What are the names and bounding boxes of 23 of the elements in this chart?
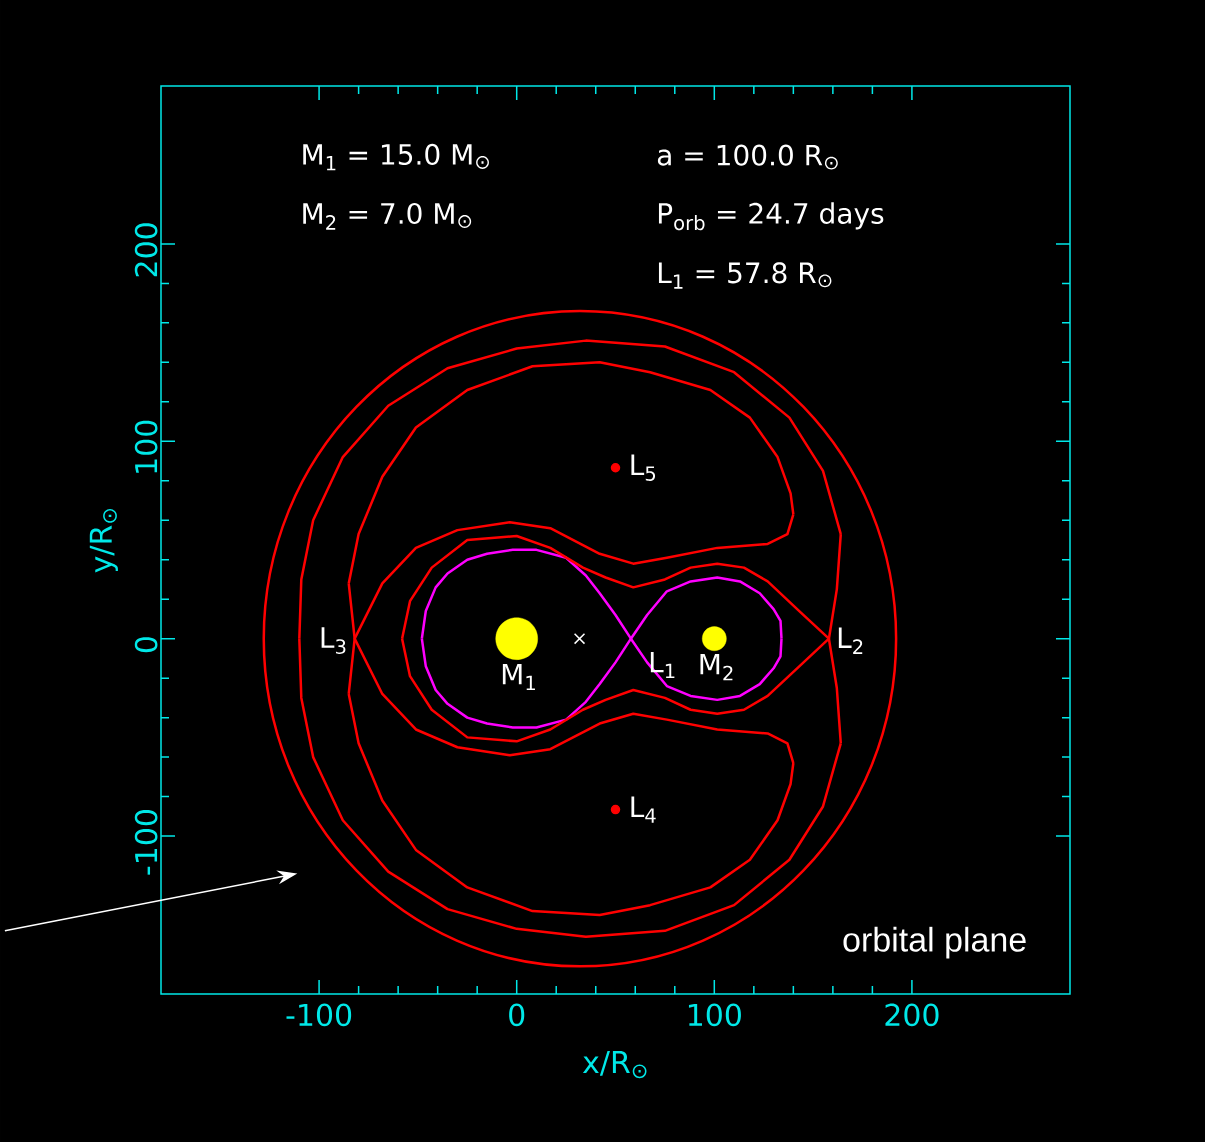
annotation: a = 100.0 R$_{⊙}$ (657, 144, 838, 170)
annotation: P$_{orb}$ = 24.7 days (658, 202, 884, 231)
annotation: L$_{1}$ = 57.8 R$_{⊙}$ (658, 262, 832, 289)
y-tick-label: 200 (134, 223, 158, 277)
x-tick-label: 0 (509, 1003, 525, 1027)
x-tick-label: -100 (286, 1003, 352, 1027)
annotation: M$_{1}$ = 15.0 M$_{⊙}$ (303, 143, 489, 171)
x-tick-label: 100 (688, 1003, 741, 1027)
y-tick-label: 0 (134, 637, 158, 653)
annotation: M$_{1}$ (502, 663, 535, 691)
annotation: L$_{1}$ (650, 651, 675, 679)
annotation: L$_{5}$ (631, 454, 656, 481)
y-tick-label: 100 (134, 420, 158, 473)
annotation: M$_{2}$ (700, 653, 733, 681)
annotation: orbital plane (843, 926, 1026, 959)
annotation: L$_{4}$ (631, 796, 656, 823)
x-tick-label: 200 (885, 1003, 939, 1027)
y-tick-label: -100 (134, 810, 158, 875)
annotation: L$_{2}$ (838, 627, 863, 654)
x-axis-title: x/R$_{⊙}$ (582, 1051, 647, 1079)
y-axis-title: y/R$_{⊙}$ (89, 509, 118, 573)
annotation: L$_{3}$ (321, 627, 346, 655)
annotation: M$_{2}$ = 7.0 M$_{⊙}$ (303, 202, 472, 230)
